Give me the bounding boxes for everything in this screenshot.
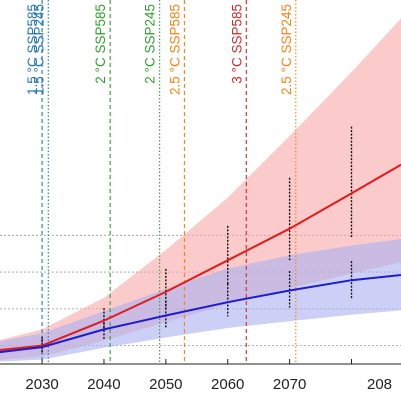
x-tick-label: 2050 xyxy=(149,376,182,393)
x-tick-label: 2070 xyxy=(273,376,306,393)
series-lines xyxy=(0,163,401,354)
x-axis: 2030 2040 2050 2060 2070 208 xyxy=(0,359,401,393)
uncertainty-bands xyxy=(0,18,401,362)
line-ssp245 xyxy=(0,274,401,354)
threshold-label: 3 °C SSP585 xyxy=(229,4,244,84)
threshold-lines xyxy=(41,0,297,364)
x-tick-label: 2040 xyxy=(87,376,120,393)
threshold-label: 2 °C SSP585 xyxy=(93,4,108,84)
line-ssp585 xyxy=(0,163,401,352)
threshold-label: 2 °C SSP245 xyxy=(143,4,158,84)
x-tick-label: 208 xyxy=(367,376,392,393)
threshold-label: 1.5 °C SSP245 xyxy=(31,4,46,95)
threshold-label: 2.5 °C SSP585 xyxy=(167,4,182,95)
x-tick-label: 2030 xyxy=(25,376,58,393)
threshold-label: 2.5 °C SSP245 xyxy=(279,4,294,95)
x-tick-label: 2060 xyxy=(211,376,244,393)
threshold-label: 1.5 °C SSP585 xyxy=(25,4,40,95)
